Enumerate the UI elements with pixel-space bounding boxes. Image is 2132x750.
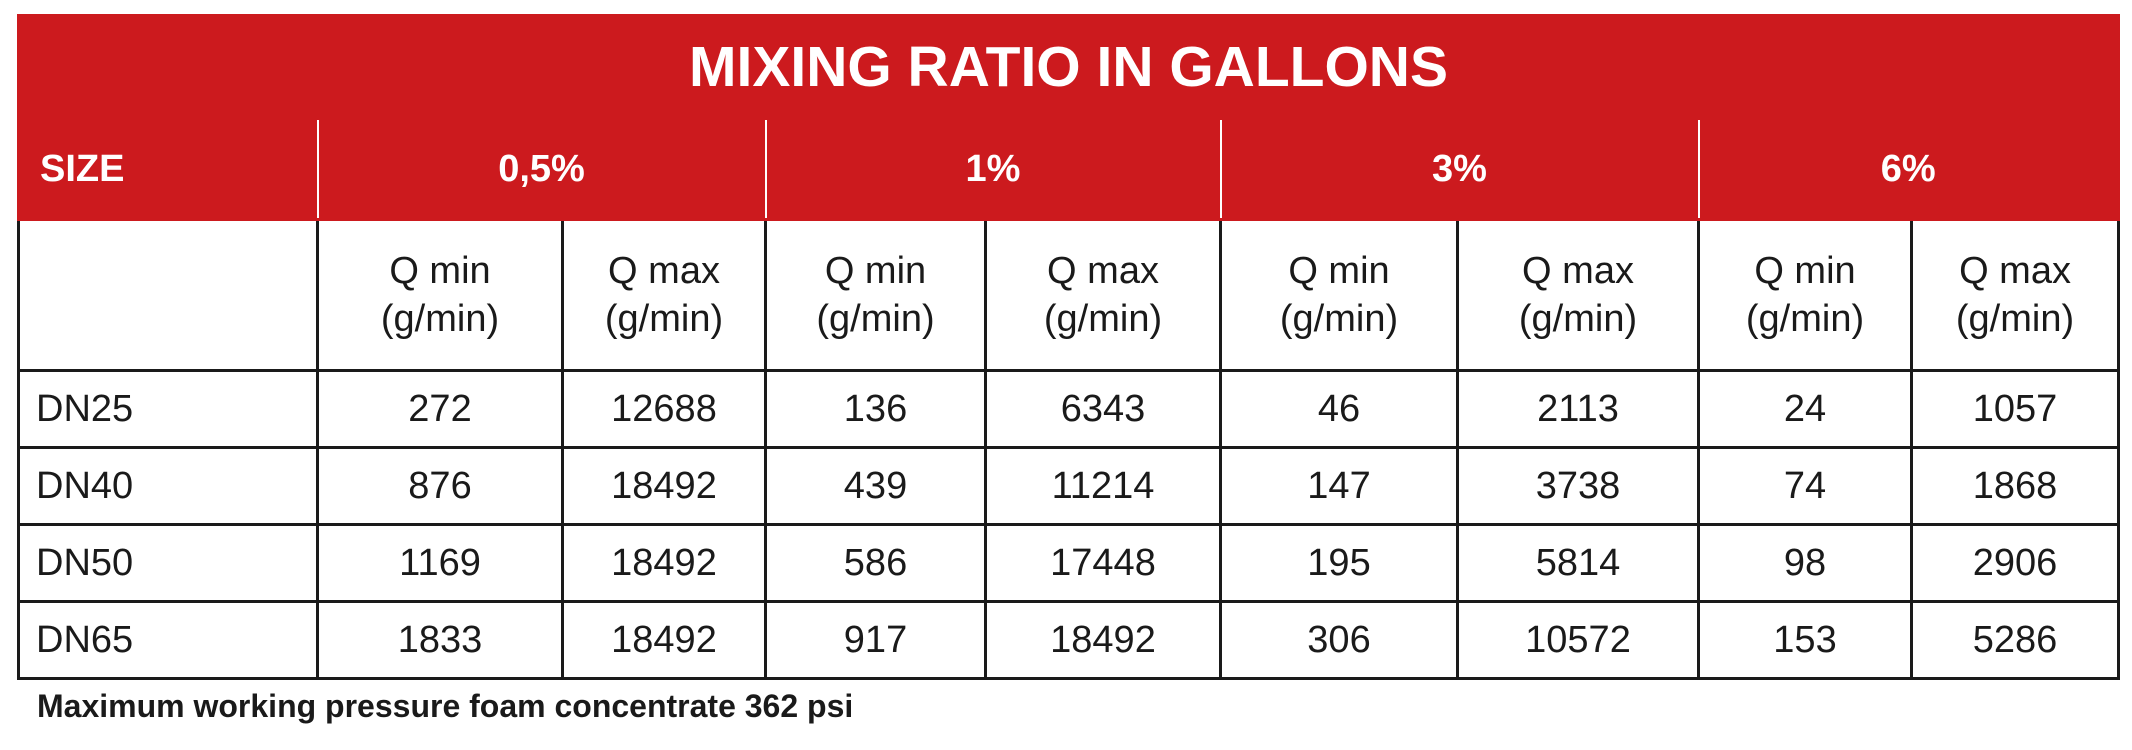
value-cell: 439 xyxy=(764,446,987,526)
q-max-header: Q max (g/min) xyxy=(984,218,1222,372)
ratio-header-0-5-percent: 0,5% xyxy=(316,117,766,221)
value-cell: 5814 xyxy=(1456,523,1700,603)
ratio-header-1-percent: 1% xyxy=(764,117,1221,221)
value-cell: 586 xyxy=(764,523,987,603)
mixing-ratio-table: MIXING RATIO IN GALLONS SIZE 0,5% 1% 3% … xyxy=(16,14,2121,680)
q-min-header: Q min (g/min) xyxy=(316,218,564,372)
q-max-header: Q max (g/min) xyxy=(561,218,767,372)
value-cell: 1169 xyxy=(316,523,564,603)
table-row: DN65 1833 18492 917 18492 306 10572 153 … xyxy=(17,600,2121,680)
value-cell: 18492 xyxy=(561,446,767,526)
value-cell: 153 xyxy=(1697,600,1913,680)
value-cell: 18492 xyxy=(561,523,767,603)
value-cell: 917 xyxy=(764,600,987,680)
value-cell: 74 xyxy=(1697,446,1913,526)
value-cell: 18492 xyxy=(984,600,1222,680)
table-row: DN50 1169 18492 586 17448 195 5814 98 29… xyxy=(17,523,2121,603)
size-cell: DN25 xyxy=(17,369,319,449)
ratio-header-row: SIZE 0,5% 1% 3% 6% xyxy=(17,117,2121,221)
size-cell: DN40 xyxy=(17,446,319,526)
q-max-header: Q max (g/min) xyxy=(1909,218,2121,372)
mixing-ratio-sheet: MIXING RATIO IN GALLONS SIZE 0,5% 1% 3% … xyxy=(16,14,2121,680)
value-cell: 6343 xyxy=(984,369,1222,449)
value-cell: 98 xyxy=(1697,523,1913,603)
value-cell: 17448 xyxy=(984,523,1222,603)
value-cell: 272 xyxy=(316,369,564,449)
value-cell: 18492 xyxy=(561,600,767,680)
max-pressure-note: Maximum working pressure foam concentrat… xyxy=(37,688,854,724)
empty-subheader-cell xyxy=(17,218,319,372)
value-cell: 147 xyxy=(1219,446,1459,526)
value-cell: 3738 xyxy=(1456,446,1700,526)
ratio-header-3-percent: 3% xyxy=(1219,117,1699,221)
table-row: DN25 272 12688 136 6343 46 2113 24 1057 xyxy=(17,369,2121,449)
value-cell: 5286 xyxy=(1909,600,2121,680)
value-cell: 195 xyxy=(1219,523,1459,603)
size-column-header: SIZE xyxy=(17,117,318,221)
q-min-header: Q min (g/min) xyxy=(1219,218,1459,372)
value-cell: 136 xyxy=(764,369,987,449)
value-cell: 2113 xyxy=(1456,369,1700,449)
value-cell: 24 xyxy=(1697,369,1913,449)
q-min-header: Q min (g/min) xyxy=(1697,218,1913,372)
table-title: MIXING RATIO IN GALLONS xyxy=(16,14,2121,120)
value-cell: 1868 xyxy=(1909,446,2121,526)
table-row: DN40 876 18492 439 11214 147 3738 74 186… xyxy=(17,446,2121,526)
ratio-header-6-percent: 6% xyxy=(1697,117,2121,221)
q-min-header: Q min (g/min) xyxy=(764,218,987,372)
value-cell: 12688 xyxy=(561,369,767,449)
value-cell: 11214 xyxy=(984,446,1222,526)
table-title-row: MIXING RATIO IN GALLONS xyxy=(16,14,2121,120)
value-cell: 1057 xyxy=(1909,369,2121,449)
flow-subheader-row: Q min (g/min) Q max (g/min) Q min (g/min) Q… xyxy=(17,218,2121,372)
value-cell: 1833 xyxy=(316,600,564,680)
value-cell: 46 xyxy=(1219,369,1459,449)
value-cell: 876 xyxy=(316,446,564,526)
size-cell: DN65 xyxy=(17,600,319,680)
size-cell: DN50 xyxy=(17,523,319,603)
value-cell: 306 xyxy=(1219,600,1459,680)
q-max-header: Q max (g/min) xyxy=(1456,218,1700,372)
value-cell: 2906 xyxy=(1909,523,2121,603)
value-cell: 10572 xyxy=(1456,600,1700,680)
